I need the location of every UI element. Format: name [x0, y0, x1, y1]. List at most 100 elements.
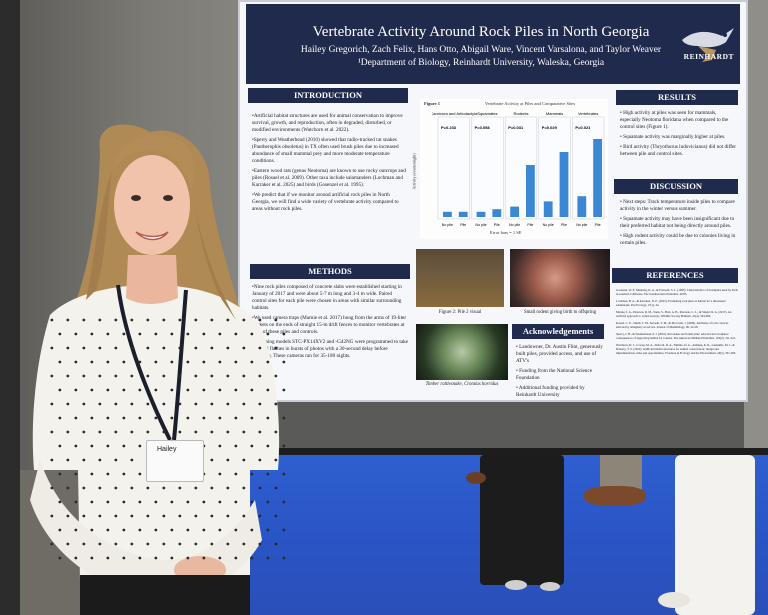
sweater-dot [58, 332, 62, 336]
section-references: REFERENCES [612, 268, 738, 283]
sweater-dot [74, 500, 78, 504]
reference-entry: Lochman, B. A., & Karraker, N. E. (2025)… [616, 299, 726, 307]
figure-x-tick: No pile [442, 223, 453, 227]
sweater-dot [258, 402, 262, 406]
sweater-dot [82, 514, 86, 518]
sweater-dot [178, 402, 182, 406]
sweater-dot [202, 528, 206, 532]
sweater-dot [226, 542, 230, 546]
sweater-dot [98, 430, 102, 434]
sweater-dot [114, 430, 118, 434]
results-paragraph: • Squamate activity was marginally highe… [620, 134, 726, 140]
sweater-dot [154, 500, 158, 504]
sweater-dot [234, 332, 238, 336]
sweater-dot [162, 430, 166, 434]
sweater-dot [218, 556, 222, 560]
pile-photo [416, 249, 504, 307]
results-paragraph: • Bird activity (Thryothorus ludovicianu… [620, 144, 736, 157]
sweater-dot [170, 416, 174, 420]
sweater-dot [90, 528, 94, 532]
results-text: • High activity at piles was seen for ma… [620, 110, 738, 161]
sweater-dot [82, 318, 86, 322]
figure-x-tick: No pile [475, 223, 486, 227]
sweater-dot [74, 388, 78, 392]
methods-paragraph: •Browning models STC-PX14XV2 and -G42NG … [252, 339, 408, 359]
sweater-dot [66, 514, 70, 518]
sweater-dot [170, 388, 174, 392]
figure-group-label: Squamates [477, 111, 497, 116]
reference-entry: Gosenzel, W. E. Manning, K. A., & Fretwe… [616, 288, 738, 296]
sweater-dot [154, 556, 158, 560]
sweater-dot [274, 514, 278, 518]
sweater-dot [98, 458, 102, 462]
sweater-dot [74, 360, 78, 364]
figure-title: Vertebrate Activity at Piles and Compara… [484, 101, 576, 106]
figure-x-tick: Pile [527, 223, 533, 227]
sweater-dot [130, 318, 134, 322]
sweater-dot [114, 514, 118, 518]
section-results: RESULTS [616, 90, 738, 105]
sweater-dot [242, 430, 246, 434]
sweater-dot [194, 430, 198, 434]
sweater-dot [194, 486, 198, 490]
sweater-dot [130, 402, 134, 406]
figure-group-label: Vertebrates [578, 111, 598, 116]
methods-paragraph: •Nine rock piles composed of concrete sl… [252, 284, 402, 311]
sweater-dot [146, 374, 150, 378]
figure-bar [526, 165, 535, 217]
sweater-dot [266, 472, 270, 476]
eye [163, 195, 173, 201]
sweater-dots [50, 318, 286, 560]
sweater-dot [242, 402, 246, 406]
sweater-dot [250, 332, 254, 336]
sweater-dot [122, 388, 126, 392]
sweater-dot [186, 556, 190, 560]
sweater-dot [250, 416, 254, 420]
neck [126, 255, 178, 304]
sweater-dot [234, 500, 238, 504]
sweater-dot [66, 458, 70, 462]
sweater-dot [266, 416, 270, 420]
figure-x-tick: Pile [595, 223, 601, 227]
figure-bar [443, 211, 452, 217]
sweater-dot [138, 332, 142, 336]
poster-header: Vertebrate Activity Around Rock Piles in… [246, 4, 740, 84]
sweater-dot [98, 318, 102, 322]
sweater-dot [266, 444, 270, 448]
sweater-dot [162, 318, 166, 322]
sweater-dot [274, 486, 278, 490]
sweater-dot [274, 318, 278, 322]
sweater-dot [218, 472, 222, 476]
sweater-dot [234, 556, 238, 560]
figure-panel [471, 116, 504, 220]
acknowledgement-item: • Funding from the National Science Foun… [516, 368, 593, 381]
sweater-dot [210, 458, 214, 462]
sweater-dot [130, 430, 134, 434]
intro-paragraph: •Sperry and Weatherhead (2010) showed th… [252, 137, 399, 164]
sweater-dot [210, 542, 214, 546]
sweater-dot [186, 416, 190, 420]
sweater-dot [130, 346, 134, 350]
sweater-dot [114, 542, 118, 546]
lanyard [172, 289, 188, 441]
sweater-dot [66, 318, 70, 322]
pile-caption: Figure 2: Pile 2 visual [438, 310, 482, 315]
reference-entry: Sperry, J. H., & Weatherhead, P. J. (201… [616, 332, 736, 340]
sweater-dot [186, 332, 190, 336]
sweater-dot [202, 416, 206, 420]
figure-label: Figure 1 [424, 101, 441, 106]
figure-pvalue: P=0.029 [542, 125, 558, 130]
sweater-dot [130, 486, 134, 490]
sweater-dot [242, 542, 246, 546]
sweater-dot [242, 318, 246, 322]
sweater-dot [162, 346, 166, 350]
sweater-dot [218, 416, 222, 420]
sweater-dot [114, 346, 118, 350]
figure-x-tick: No pile [543, 223, 554, 227]
sweater-dot [74, 472, 78, 476]
sweater-dot [114, 402, 118, 406]
figure-x-tick: No pile [576, 223, 587, 227]
sweater-dot [90, 416, 94, 420]
sweater-dot [50, 542, 54, 546]
eagle-logo-icon [682, 28, 734, 62]
